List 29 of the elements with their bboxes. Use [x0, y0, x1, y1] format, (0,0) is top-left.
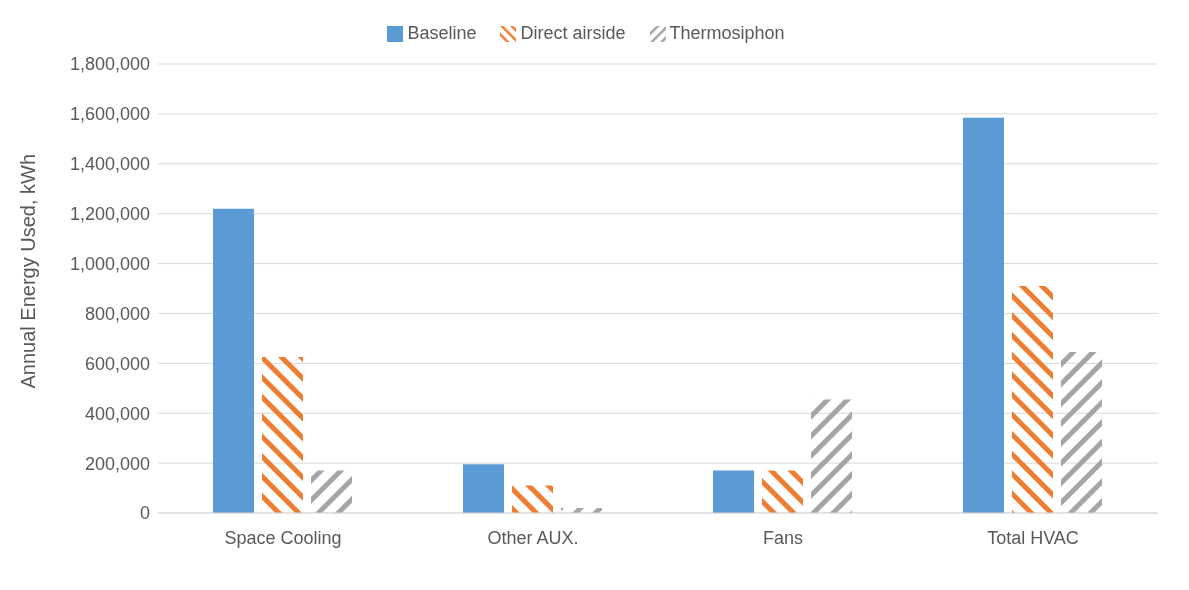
legend-label: Thermosiphon [669, 23, 785, 43]
bar [463, 464, 504, 513]
x-tick-label: Total HVAC [987, 527, 1079, 548]
x-tick-label: Space Cooling [224, 527, 342, 548]
x-tick-label: Other AUX. [487, 527, 579, 548]
y-tick-label: 1,400,000 [69, 154, 150, 175]
y-tick-label: 200,000 [84, 453, 150, 474]
y-tick-label: 1,800,000 [69, 54, 150, 75]
bar [1012, 286, 1053, 513]
y-tick-label: 1,600,000 [69, 104, 150, 125]
y-tick-label: 1,200,000 [69, 204, 150, 225]
bar [1061, 352, 1102, 513]
bar [311, 470, 352, 513]
legend-label: Direct airside [520, 23, 626, 43]
y-axis-title: Annual Energy Used, kWh [17, 153, 40, 389]
bar [713, 470, 754, 513]
bar [811, 399, 852, 513]
bar [963, 117, 1004, 513]
bar [512, 485, 553, 513]
y-tick-label: 800,000 [84, 303, 150, 324]
y-tick-label: 0 [139, 503, 150, 524]
x-tick-label: Fans [762, 527, 804, 548]
y-tick-label: 1,000,000 [69, 253, 150, 274]
legend-label: Baseline [407, 23, 477, 43]
y-tick-label: 400,000 [84, 403, 150, 424]
bar [213, 208, 254, 513]
bar [262, 357, 303, 513]
y-tick-label: 600,000 [84, 353, 150, 374]
bar [762, 470, 803, 513]
